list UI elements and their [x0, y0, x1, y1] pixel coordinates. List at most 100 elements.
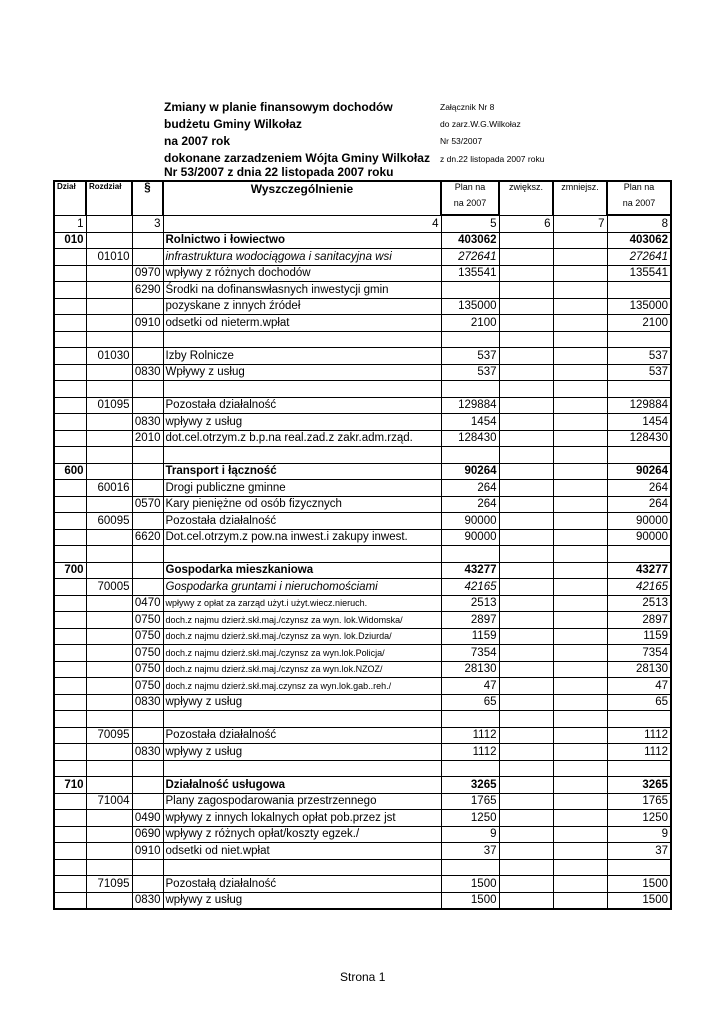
cell-increase [498, 561, 554, 579]
cell-rozdzial [85, 693, 133, 711]
cell-increase [498, 231, 554, 249]
cell-dzial [53, 611, 87, 629]
cell-dzial [53, 314, 87, 332]
cell-paragraph: 0830 [131, 413, 164, 431]
cell-plan: 1454 [440, 413, 500, 431]
cell-plan-after: 1159 [606, 627, 672, 645]
cell-rozdzial [85, 677, 133, 695]
cell-description: wpływy z różnych dochodów [162, 264, 442, 282]
cell-decrease [552, 792, 608, 810]
cell-description [162, 759, 442, 777]
cell-rozdzial [85, 809, 133, 827]
cell-increase [498, 528, 554, 546]
cell-rozdzial [85, 429, 133, 447]
reference-line: Nr 53/2007 [440, 136, 483, 146]
cell-increase [498, 380, 554, 398]
cell-decrease [552, 429, 608, 447]
cell-plan-after: 42165 [606, 578, 672, 596]
cell-decrease [552, 363, 608, 381]
cell-dzial [53, 495, 87, 513]
cell-increase [498, 693, 554, 711]
cell-decrease [552, 264, 608, 282]
cell-decrease [552, 693, 608, 711]
page-footer: Strona 1 [340, 970, 386, 984]
cell-rozdzial [85, 594, 133, 612]
table-row [53, 858, 672, 876]
cell-description [162, 545, 442, 563]
cell-dzial [53, 858, 87, 876]
cell-plan [440, 281, 500, 299]
title-line: Zmiany w planie finansowym dochodów [164, 100, 393, 114]
cell-increase [498, 314, 554, 332]
cell-description [162, 446, 442, 464]
reference-line: z dn.22 listopada 2007 roku [440, 154, 545, 164]
cell-decrease [552, 858, 608, 876]
cell-rozdzial: 60095 [85, 512, 133, 530]
cell-plan: 43277 [440, 561, 500, 579]
cell-plan: 2513 [440, 594, 500, 612]
cell-description: wpływy z opłat za zarząd użyt.i użyt.wie… [162, 594, 442, 612]
cell-decrease [552, 479, 608, 497]
cell-rozdzial: 60016 [85, 479, 133, 497]
cell-rozdzial: 71004 [85, 792, 133, 810]
cell-plan: 264 [440, 479, 500, 497]
cell-plan [440, 759, 500, 777]
column-number-row: 1 3 4 5 6 7 8 [53, 214, 672, 233]
cell-plan-after: 135541 [606, 264, 672, 282]
cell-description [162, 710, 442, 728]
cell-paragraph: 2010 [131, 429, 164, 447]
cell-plan-after: 537 [606, 363, 672, 381]
header-rozdzial: Rozdział [85, 180, 133, 216]
table-row: 010 Rolnictwo i łowiectwo 403062 403062 [53, 231, 672, 249]
cell-decrease [552, 248, 608, 266]
cell-description: Drogi publiczne gminne [162, 479, 442, 497]
cell-rozdzial [85, 264, 133, 282]
cell-paragraph [131, 561, 164, 579]
cell-plan-after: 1250 [606, 809, 672, 827]
cell-increase [498, 825, 554, 843]
cell-dzial [53, 743, 87, 761]
cell-dzial [53, 429, 87, 447]
cell-plan [440, 446, 500, 464]
cell-decrease [552, 314, 608, 332]
cell-dzial [53, 347, 87, 365]
cell-rozdzial [85, 231, 133, 249]
cell-description: odsetki od niet.wpłat [162, 842, 442, 860]
cell-plan: 1250 [440, 809, 500, 827]
cell-plan: 1500 [440, 891, 500, 910]
header-paragraph: § [131, 180, 164, 216]
cell-description: Wpływy z usług [162, 363, 442, 381]
cell-paragraph [131, 875, 164, 893]
cell-description: Rolnictwo i łowiectwo [162, 231, 442, 249]
cell-dzial [53, 380, 87, 398]
cell-increase [498, 429, 554, 447]
cell-description: Transport i łączność [162, 462, 442, 480]
cell-rozdzial [85, 858, 133, 876]
cell-plan: 129884 [440, 396, 500, 414]
cell-plan: 128430 [440, 429, 500, 447]
column-number: 4 [162, 214, 442, 233]
cell-paragraph [131, 710, 164, 728]
cell-plan: 135000 [440, 297, 500, 315]
table-row: 0750 doch.z najmu dzierż.skł.maj.czynsz z… [53, 677, 672, 695]
table-row [53, 545, 672, 563]
cell-paragraph: 0750 [131, 644, 164, 662]
cell-paragraph [131, 858, 164, 876]
cell-plan: 1112 [440, 726, 500, 744]
cell-dzial [53, 594, 87, 612]
table-row: 0470 wpływy z opłat za zarząd użyt.i użyt… [53, 594, 672, 612]
table-row: 71004 Plany zagospodarowania przestrzenne… [53, 792, 672, 810]
cell-rozdzial: 01095 [85, 396, 133, 414]
cell-plan-after: 264 [606, 495, 672, 513]
cell-increase [498, 594, 554, 612]
table-row: 0830 wpływy z usług 1454 1454 [53, 413, 672, 431]
table-row [53, 380, 672, 398]
cell-plan: 3265 [440, 776, 500, 794]
cell-increase [498, 710, 554, 728]
table-row: 01010 infrastruktura wodociągowa i sanita… [53, 248, 672, 266]
cell-plan-after: 2513 [606, 594, 672, 612]
title-line: dokonane zarzadzeniem Wójta Gminy Wilkoł… [164, 151, 430, 165]
cell-rozdzial [85, 413, 133, 431]
cell-description: Pozostała działalność [162, 726, 442, 744]
cell-description: Izby Rolnicze [162, 347, 442, 365]
